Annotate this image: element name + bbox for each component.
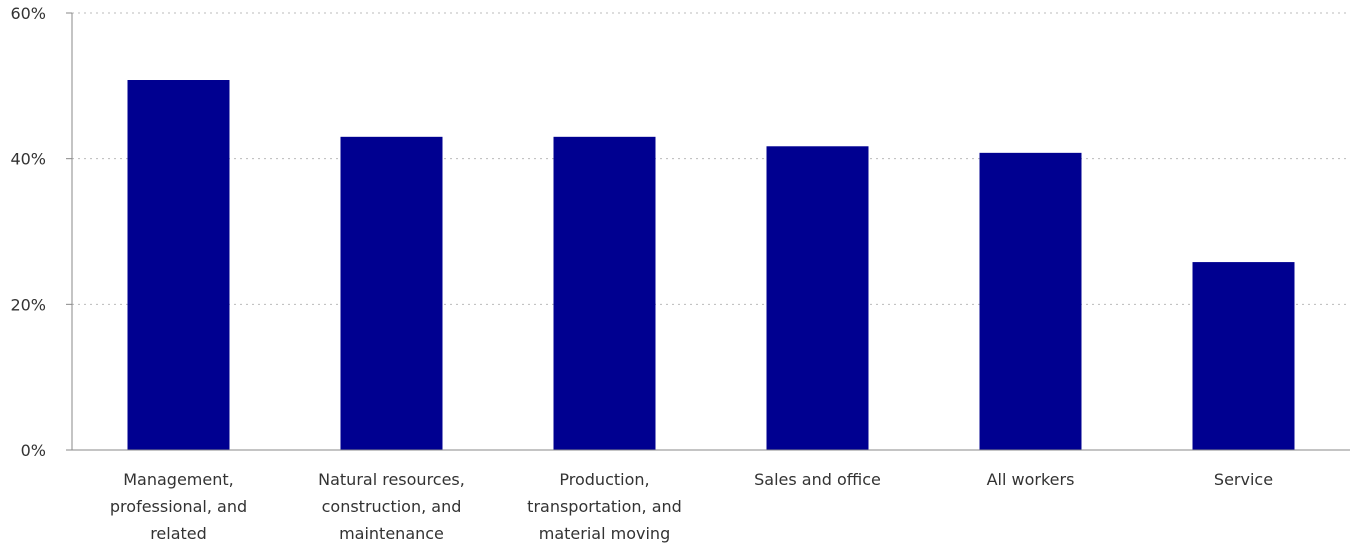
x-category-label-line: transportation, and [527, 497, 682, 516]
x-category-label-line: professional, and [110, 497, 247, 516]
y-tick-labels: 0% 20% 40% 60% [10, 4, 46, 460]
grid-layer [72, 12, 1350, 305]
x-category-label-line: related [150, 524, 207, 543]
bar[interactable] [1192, 262, 1295, 450]
y-tick-label: 20% [10, 295, 46, 314]
x-category-label-line: All workers [987, 470, 1075, 489]
x-category-label-line: Service [1214, 470, 1273, 489]
x-category-label: Management, professional, and related [110, 470, 247, 543]
x-category-label: Service [1214, 470, 1273, 489]
bar[interactable] [979, 152, 1082, 450]
bar[interactable] [127, 80, 230, 451]
bars-layer [127, 80, 1295, 451]
x-category-label: Natural resources, construction, and maint… [318, 470, 465, 543]
bar[interactable] [553, 136, 656, 451]
x-category-labels: Management, professional, and related Natur… [110, 470, 1273, 543]
bar[interactable] [340, 136, 443, 451]
x-category-label: Sales and office [754, 470, 881, 489]
x-category-label: All workers [987, 470, 1075, 489]
x-category-label-line: material moving [539, 524, 670, 543]
x-category-label: Production, transportation, and material m… [527, 470, 682, 543]
x-category-label-line: Management, [123, 470, 233, 489]
x-category-label-line: Production, [559, 470, 649, 489]
x-category-label-line: Sales and office [754, 470, 881, 489]
y-tick-label: 0% [21, 441, 46, 460]
y-tick-label: 40% [10, 150, 46, 169]
x-category-label-line: Natural resources, [318, 470, 465, 489]
axis-layer [66, 12, 1350, 451]
y-tick-label: 60% [10, 4, 46, 23]
bar[interactable] [766, 146, 869, 450]
x-category-label-line: construction, and [322, 497, 462, 516]
x-category-label-line: maintenance [339, 524, 444, 543]
